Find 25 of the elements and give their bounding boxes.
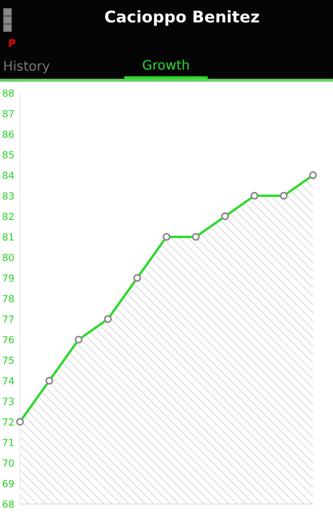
y-tick-label: 77 bbox=[2, 316, 14, 323]
y-tick-label: 83 bbox=[2, 192, 14, 200]
y-tick-label: 69 bbox=[2, 480, 14, 488]
y-tick-label: 87 bbox=[2, 110, 14, 118]
y-tick-label: 75 bbox=[2, 356, 14, 364]
y-tick-label: 81 bbox=[2, 233, 14, 241]
y-tick-label: 73 bbox=[2, 398, 14, 406]
chart-title: Cacioppo Benitez bbox=[105, 10, 259, 26]
y-tick-label: 68 bbox=[2, 500, 14, 508]
y-tick-label: 85 bbox=[2, 151, 14, 158]
y-tick-label: 80 bbox=[2, 254, 14, 262]
text: P bbox=[9, 39, 16, 47]
y-tick-label: 84 bbox=[2, 172, 14, 180]
y-tick-label: 71 bbox=[2, 438, 14, 446]
y-tick-label: 72 bbox=[2, 418, 14, 426]
y-tick-label: 70 bbox=[2, 459, 14, 467]
y-tick-label: 74 bbox=[2, 377, 14, 384]
y-tick-label: 82 bbox=[2, 212, 14, 220]
y-tick-label: 79 bbox=[2, 274, 14, 282]
y-tick-label: 88 bbox=[2, 89, 14, 97]
y-tick-label: 76 bbox=[2, 336, 14, 344]
text: History bbox=[4, 60, 50, 74]
text: Growth bbox=[142, 60, 189, 70]
y-tick-label: 78 bbox=[2, 294, 14, 302]
y-tick-label: 86 bbox=[2, 130, 14, 138]
